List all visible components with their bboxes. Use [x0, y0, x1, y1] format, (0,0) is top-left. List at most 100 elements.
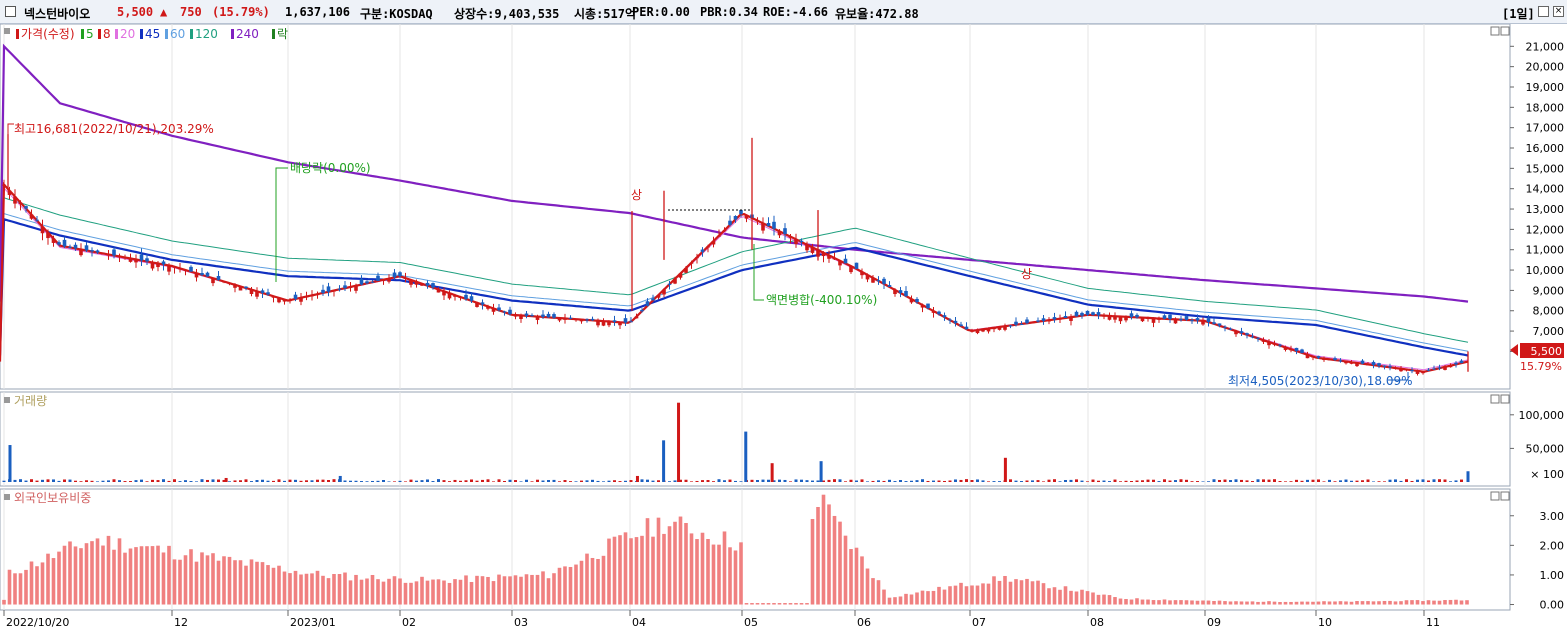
volume-bar: [1410, 480, 1414, 482]
foreign-ratio-bar: [750, 603, 754, 605]
change-percent: (15.79%): [212, 5, 270, 19]
change-arrow: ▲: [160, 5, 168, 19]
candle-body: [1437, 367, 1442, 369]
foreign-ratio-bar: [62, 545, 67, 605]
candle-body: [964, 326, 969, 330]
period-selector[interactable]: [1일]: [1502, 7, 1535, 21]
foreign-ratio-bar: [981, 583, 985, 605]
volume-bar: [464, 480, 468, 482]
volume-bar: [255, 480, 259, 482]
volume-bar: [739, 481, 743, 482]
candle-body: [937, 311, 941, 315]
candle-body: [469, 296, 474, 301]
volume-bar: [1157, 481, 1161, 482]
candle-body: [574, 319, 578, 321]
foreign-ratio-bar: [838, 521, 842, 605]
foreign-ratio-bar: [68, 541, 72, 605]
foreign-ratio-bar: [1316, 601, 1321, 605]
volume-bar: [1267, 479, 1271, 482]
volume-bar: [409, 479, 413, 482]
candle-body: [1206, 318, 1211, 323]
volume-bar: [382, 480, 385, 482]
volume-bar: [819, 461, 823, 482]
volume-bar: [244, 479, 248, 482]
candle-body: [46, 232, 50, 239]
foreign-ratio-bar: [348, 580, 353, 605]
volume-bar: [1466, 471, 1470, 482]
foreign-ratio-bar: [1146, 599, 1150, 605]
candle-body: [854, 262, 859, 269]
candle-body: [1063, 315, 1068, 318]
volume-bar: [833, 479, 836, 482]
foreign-ratio-bar: [1234, 601, 1238, 605]
candle-body: [1432, 368, 1436, 370]
candle-body: [62, 239, 67, 247]
candle-body: [1393, 368, 1398, 370]
volume-bar: [673, 480, 677, 482]
volume-bar: [178, 481, 182, 482]
volume-bar: [1339, 480, 1342, 482]
candle-body: [1074, 311, 1079, 317]
candle-body: [189, 266, 193, 272]
foreign-ratio-bar: [24, 569, 28, 605]
x-tick-label: 08: [1090, 616, 1104, 629]
foreign-ratio-bar: [293, 570, 298, 605]
volume-bar: [1047, 479, 1051, 482]
candle-body: [1267, 342, 1271, 346]
volume-bar: [475, 480, 479, 482]
candle-body: [1366, 364, 1370, 366]
candle-body: [772, 221, 776, 229]
select-checkbox[interactable]: [5, 6, 16, 17]
candle-body: [1377, 363, 1381, 366]
y-tick-label: 20,000: [1526, 61, 1565, 74]
candle-body: [788, 236, 793, 238]
restore-icon[interactable]: [1538, 6, 1549, 17]
foreign-ratio-bar: [1371, 601, 1376, 605]
foreign-ratio-bar: [1113, 597, 1117, 605]
candle-body: [1140, 317, 1145, 322]
foreign-ratio-bar: [915, 592, 919, 605]
foreign-ratio-bar: [942, 589, 947, 605]
foreign-ratio-bar: [1278, 601, 1282, 605]
limit-up-mark: 상: [1021, 267, 1032, 281]
candle-body: [1371, 361, 1376, 366]
candle-body: [1168, 314, 1172, 320]
foreign-ratio-bar: [711, 544, 716, 605]
x-tick-label: 07: [972, 616, 986, 629]
foreign-ratio-bar: [1261, 601, 1266, 605]
volume-bar: [926, 480, 930, 482]
candle-body: [981, 329, 985, 332]
volume-bar: [657, 480, 660, 482]
volume-bar: [1399, 480, 1403, 482]
candle-body: [95, 250, 100, 253]
volume-bar: [41, 479, 44, 482]
candle-body: [1382, 365, 1387, 367]
foreign-ratio-bar: [205, 555, 210, 605]
volume-bar: [1366, 479, 1370, 482]
foreign-ratio-bar: [761, 603, 765, 605]
volume-bar: [1251, 481, 1254, 482]
volume-bar: [580, 480, 583, 482]
candle-body: [117, 256, 122, 258]
close-icon[interactable]: ×: [1553, 6, 1564, 17]
panel-buttons[interactable]: [1490, 26, 1510, 501]
foreign-ratio-bar: [568, 566, 573, 605]
candle-body: [161, 261, 166, 265]
foreign-ratio-bar: [1311, 601, 1315, 605]
foreign-ratio-bar: [271, 567, 276, 605]
foreign-ratio-bar: [706, 539, 710, 605]
foreign-ratio-bar: [442, 580, 446, 605]
volume-bar: [1146, 479, 1150, 482]
foreign-ratio-bar: [150, 546, 155, 605]
foreign-ratio-bar: [321, 575, 325, 605]
volume-bar: [206, 479, 209, 482]
volume-bar: [514, 480, 517, 482]
foreign-ratio-bar: [937, 586, 941, 605]
candle-body: [282, 299, 287, 302]
stock-chart[interactable]: 6,0007,0008,0009,00010,00011,00012,00013…: [0, 24, 1567, 630]
foreign-ratio-bar: [722, 531, 727, 605]
volume-bar: [805, 480, 809, 482]
volume-bar: [365, 481, 369, 482]
foreign-ratio-bar: [1388, 600, 1392, 605]
foreign-ratio-bar: [992, 576, 996, 605]
